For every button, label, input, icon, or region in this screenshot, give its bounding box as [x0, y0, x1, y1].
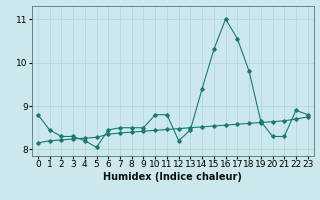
X-axis label: Humidex (Indice chaleur): Humidex (Indice chaleur) — [103, 172, 242, 182]
